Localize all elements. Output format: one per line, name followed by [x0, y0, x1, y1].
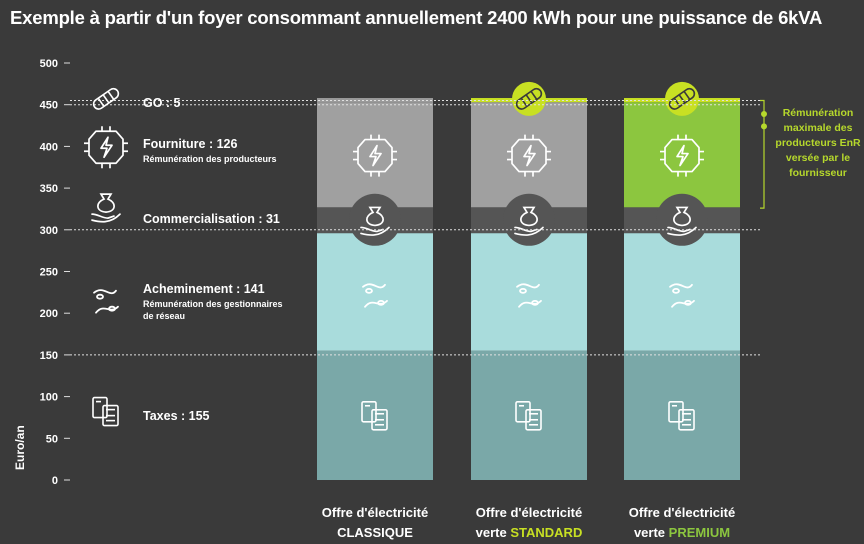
- y-tick-label: 200: [40, 308, 58, 320]
- cable-plug-icon: [362, 283, 388, 308]
- bar-segment-acheminement: [624, 233, 740, 351]
- legend-label-acheminement: Acheminement : 141: [143, 282, 265, 296]
- legend-sublabel-fourniture: Rémunération des producteurs: [143, 154, 277, 164]
- bar-segment-acheminement: [471, 233, 587, 351]
- commercialisation-circle: [503, 193, 555, 246]
- bar-segment-taxes: [317, 350, 433, 480]
- calculator-icon: [668, 400, 695, 431]
- category-label-line2: verte STANDARD: [476, 525, 583, 540]
- certificate-scroll-icon: [515, 87, 543, 110]
- category-label-prefix: verte: [634, 525, 669, 540]
- annotation-dot: [761, 123, 767, 130]
- chart-title: Exemple à partir d'un foyer consommant a…: [10, 7, 823, 28]
- category-label-line2: verte PREMIUM: [634, 525, 730, 540]
- money-bag-hand-icon: [667, 206, 697, 236]
- legend-label-commercialisation: Commercialisation : 31: [143, 212, 280, 226]
- certificate-scroll-icon: [668, 87, 696, 110]
- category-label-name: STANDARD: [510, 525, 582, 540]
- category-label-line1: Offre d'électricité: [476, 505, 582, 520]
- calculator-icon: [92, 396, 119, 427]
- legend-sublabel-acheminement: Rémunération des gestionnaires: [143, 299, 283, 309]
- y-tick-label: 400: [40, 141, 58, 153]
- category-label-line2: CLASSIQUE: [337, 525, 413, 540]
- premium-annotation: Rémunération maximale des producteurs En…: [775, 107, 861, 179]
- category-label-prefix: verte: [476, 525, 511, 540]
- annotation-bracket: [760, 99, 765, 209]
- energy-chip-icon: [84, 126, 128, 169]
- bar-segment-taxes: [471, 350, 587, 480]
- y-tick-label: 350: [40, 183, 58, 195]
- category-label-name: CLASSIQUE: [337, 525, 413, 540]
- certificate-scroll-icon: [92, 87, 120, 110]
- bar-segment-taxes: [624, 350, 740, 480]
- bar-segment-fourniture: [624, 102, 740, 208]
- annotation-dot: [761, 111, 767, 118]
- calculator-icon: [361, 400, 388, 431]
- y-tick-label: 300: [40, 225, 58, 237]
- y-tick-label: 500: [40, 58, 58, 70]
- calculator-icon: [515, 400, 542, 431]
- legend-label-go: GO : 5: [143, 96, 181, 110]
- bar-segment-fourniture: [471, 102, 587, 208]
- cable-plug-icon: [516, 283, 542, 308]
- legend-label-taxes: Taxes : 155: [143, 409, 210, 423]
- legend-label-fourniture: Fourniture : 126: [143, 137, 238, 151]
- y-tick-label: 450: [40, 100, 58, 112]
- y-tick-label: 150: [40, 350, 58, 362]
- energy-chip-icon: [507, 134, 551, 177]
- energy-chip-icon: [660, 134, 704, 177]
- category-label-name: PREMIUM: [669, 525, 730, 540]
- y-tick-label: 250: [40, 267, 58, 279]
- commercialisation-circle: [349, 193, 401, 246]
- cable-plug-icon: [669, 283, 695, 308]
- category-label-line1: Offre d'électricité: [629, 505, 735, 520]
- y-tick-label: 100: [40, 392, 58, 404]
- category-label-line1: Offre d'électricité: [322, 505, 428, 520]
- bar-segment-fourniture: [317, 102, 433, 208]
- energy-chip-icon: [353, 134, 397, 177]
- cable-plug-icon: [93, 289, 119, 314]
- commercialisation-circle: [656, 193, 708, 246]
- bar-segment-acheminement: [317, 233, 433, 351]
- y-axis-label: Euro/an: [13, 425, 27, 470]
- y-tick-label: 50: [46, 433, 58, 445]
- y-tick-label: 0: [52, 475, 58, 487]
- money-bag-hand-icon: [91, 193, 121, 223]
- legend-sublabel-acheminement: de réseau: [143, 311, 185, 321]
